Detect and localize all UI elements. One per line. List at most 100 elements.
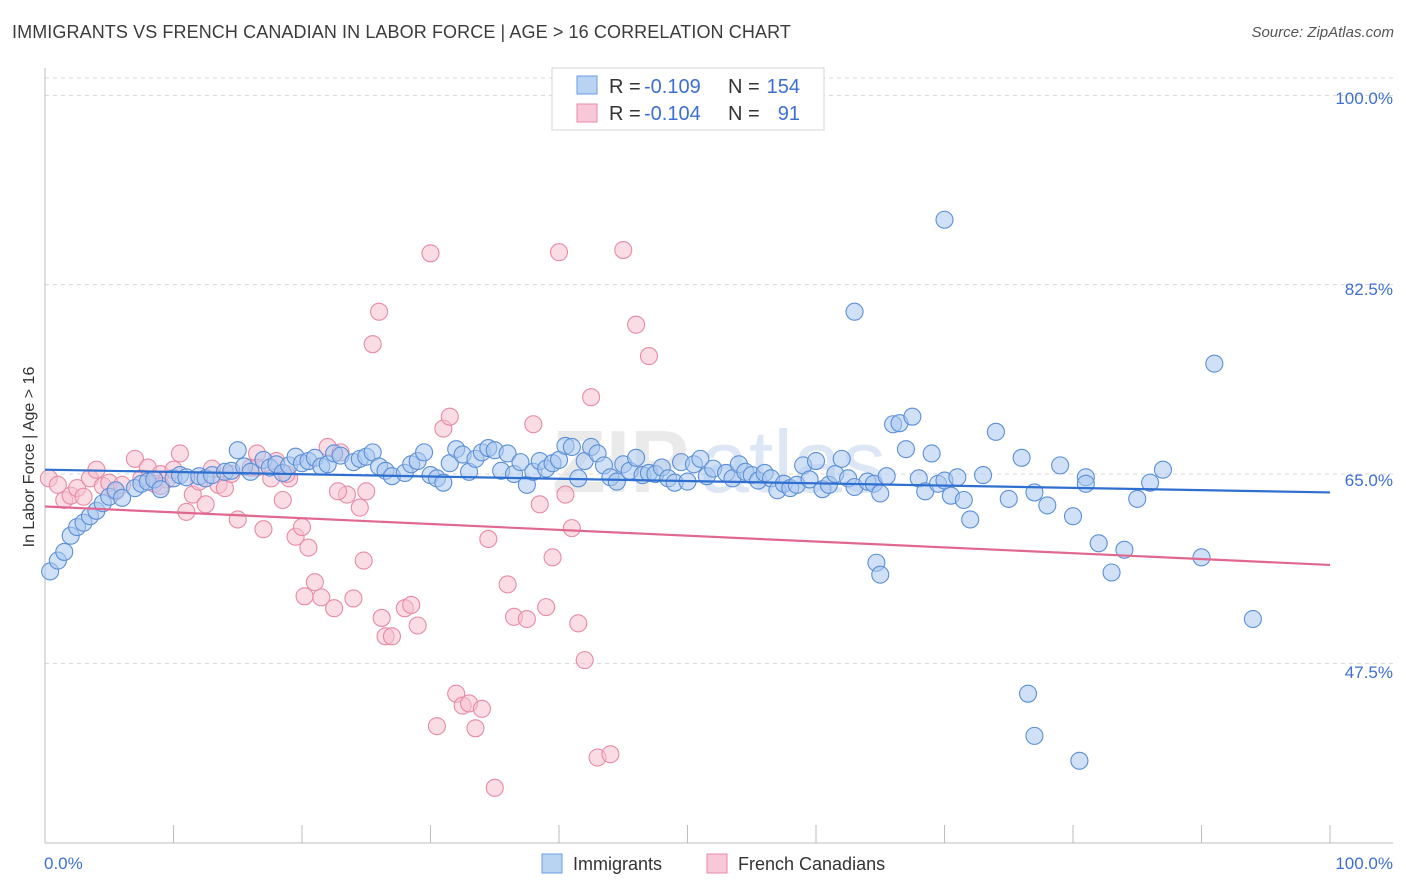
point-immigrants-149 xyxy=(1153,460,1172,479)
point-french-12 xyxy=(125,449,144,468)
point-french-71 xyxy=(543,548,562,567)
legend-swatch-french xyxy=(576,103,598,123)
point-immigrants-152 xyxy=(1018,684,1038,703)
x-tick-label-100: 100.0% xyxy=(1335,854,1393,873)
point-immigrants-141 xyxy=(1051,456,1070,475)
y-axis-label: In Labor Force | Age > 16 xyxy=(21,367,38,548)
point-french-87 xyxy=(295,587,314,606)
point-french-69 xyxy=(530,495,549,514)
point-immigrants-54 xyxy=(434,473,453,492)
point-immigrants-51 xyxy=(415,443,434,462)
point-french-50 xyxy=(382,627,402,646)
legend-r-value-french: -0.104 xyxy=(644,103,701,125)
bottom-legend-swatch-french xyxy=(706,853,728,874)
point-immigrants-157 xyxy=(1243,609,1262,629)
point-immigrants-148 xyxy=(1141,473,1160,492)
bottom-legend: Immigrants French Canadians xyxy=(541,853,885,874)
point-french-5 xyxy=(74,487,93,506)
trend-line-immigrants xyxy=(44,468,1331,494)
point-immigrants-159 xyxy=(871,565,890,584)
point-immigrants-66 xyxy=(511,453,530,472)
point-french-67 xyxy=(517,609,536,629)
point-french-85 xyxy=(372,608,391,627)
point-french-54 xyxy=(421,244,440,263)
point-immigrants-147 xyxy=(1128,489,1147,508)
point-french-77 xyxy=(582,388,601,407)
point-french-70 xyxy=(537,598,556,617)
point-immigrants-81 xyxy=(607,472,626,491)
legend-r-label-immigrants: R = xyxy=(609,76,641,98)
point-immigrants-156 xyxy=(1192,548,1211,567)
point-french-45 xyxy=(350,498,369,517)
point-french-23 xyxy=(196,495,215,514)
point-french-57 xyxy=(440,407,459,426)
point-french-41 xyxy=(325,599,344,618)
legend-r-value-immigrants: -0.109 xyxy=(644,76,701,98)
point-immigrants-134 xyxy=(961,510,980,529)
legend-box: R = -0.109 N = 154 R = -0.104 N = 91 xyxy=(551,67,825,131)
y-tick-label-47-5: 47.5% xyxy=(1345,663,1393,682)
point-immigrants-124 xyxy=(896,440,916,459)
legend-n-label-immigrants: N = xyxy=(728,76,760,98)
y-tick-label-100: 100.0% xyxy=(1335,89,1393,108)
point-immigrants-132 xyxy=(948,468,967,487)
legend-r-label-french: R = xyxy=(609,103,641,125)
x-tick-label-0: 0.0% xyxy=(44,854,83,873)
point-french-37 xyxy=(299,538,318,557)
point-french-62 xyxy=(472,699,491,718)
legend-n-label-french: N = xyxy=(728,103,760,125)
point-french-81 xyxy=(627,315,646,334)
chart-source: Source: ZipAtlas.com xyxy=(1251,24,1394,41)
point-immigrants-151 xyxy=(935,210,954,229)
point-french-53 xyxy=(408,616,427,635)
point-immigrants-154 xyxy=(1070,751,1089,770)
trend-line-french xyxy=(44,505,1331,567)
point-immigrants-64 xyxy=(498,444,517,463)
grid-layer xyxy=(45,77,1393,664)
point-immigrants-111 xyxy=(806,451,826,471)
point-immigrants-145 xyxy=(1102,563,1121,582)
point-french-44 xyxy=(344,589,363,608)
point-immigrants-135 xyxy=(973,466,993,485)
point-french-33 xyxy=(273,490,292,510)
point-immigrants-25 xyxy=(228,441,247,460)
legend-n-value-immigrants: 154 xyxy=(767,76,800,98)
point-immigrants-84 xyxy=(627,448,646,467)
point-french-68 xyxy=(524,415,543,434)
point-french-1 xyxy=(48,475,67,494)
point-immigrants-74 xyxy=(562,437,581,457)
point-french-82 xyxy=(639,347,659,366)
point-french-28 xyxy=(228,510,247,529)
point-immigrants-16 xyxy=(151,480,170,499)
point-french-75 xyxy=(569,614,588,633)
point-french-79 xyxy=(601,745,620,764)
point-immigrants-27 xyxy=(241,462,260,481)
legend-swatch-immigrants xyxy=(576,75,598,95)
bottom-legend-label-immigrants: Immigrants xyxy=(573,854,662,874)
point-french-73 xyxy=(556,485,575,504)
point-french-65 xyxy=(498,575,517,594)
point-french-31 xyxy=(254,520,273,539)
bottom-legend-label-french: French Canadians xyxy=(738,854,885,874)
point-immigrants-140 xyxy=(1038,496,1057,515)
point-french-61 xyxy=(466,719,485,738)
point-immigrants-146 xyxy=(1115,540,1134,559)
point-immigrants-153 xyxy=(1025,726,1044,745)
axis-layer xyxy=(44,68,1393,844)
point-french-19 xyxy=(170,444,189,463)
legend-n-value-french: 91 xyxy=(778,103,800,125)
bottom-legend-swatch-immigrants xyxy=(541,853,563,874)
point-immigrants-11 xyxy=(113,488,132,507)
point-immigrants-137 xyxy=(999,489,1018,508)
point-immigrants-160 xyxy=(1076,474,1095,493)
point-french-63 xyxy=(479,529,498,548)
point-immigrants-128 xyxy=(922,444,941,463)
point-immigrants-144 xyxy=(1089,534,1108,553)
point-immigrants-133 xyxy=(954,490,973,510)
point-french-74 xyxy=(562,519,581,538)
point-immigrants-120 xyxy=(871,484,890,503)
point-immigrants-125 xyxy=(903,407,922,426)
point-french-64 xyxy=(485,778,504,797)
point-french-80 xyxy=(614,240,633,260)
